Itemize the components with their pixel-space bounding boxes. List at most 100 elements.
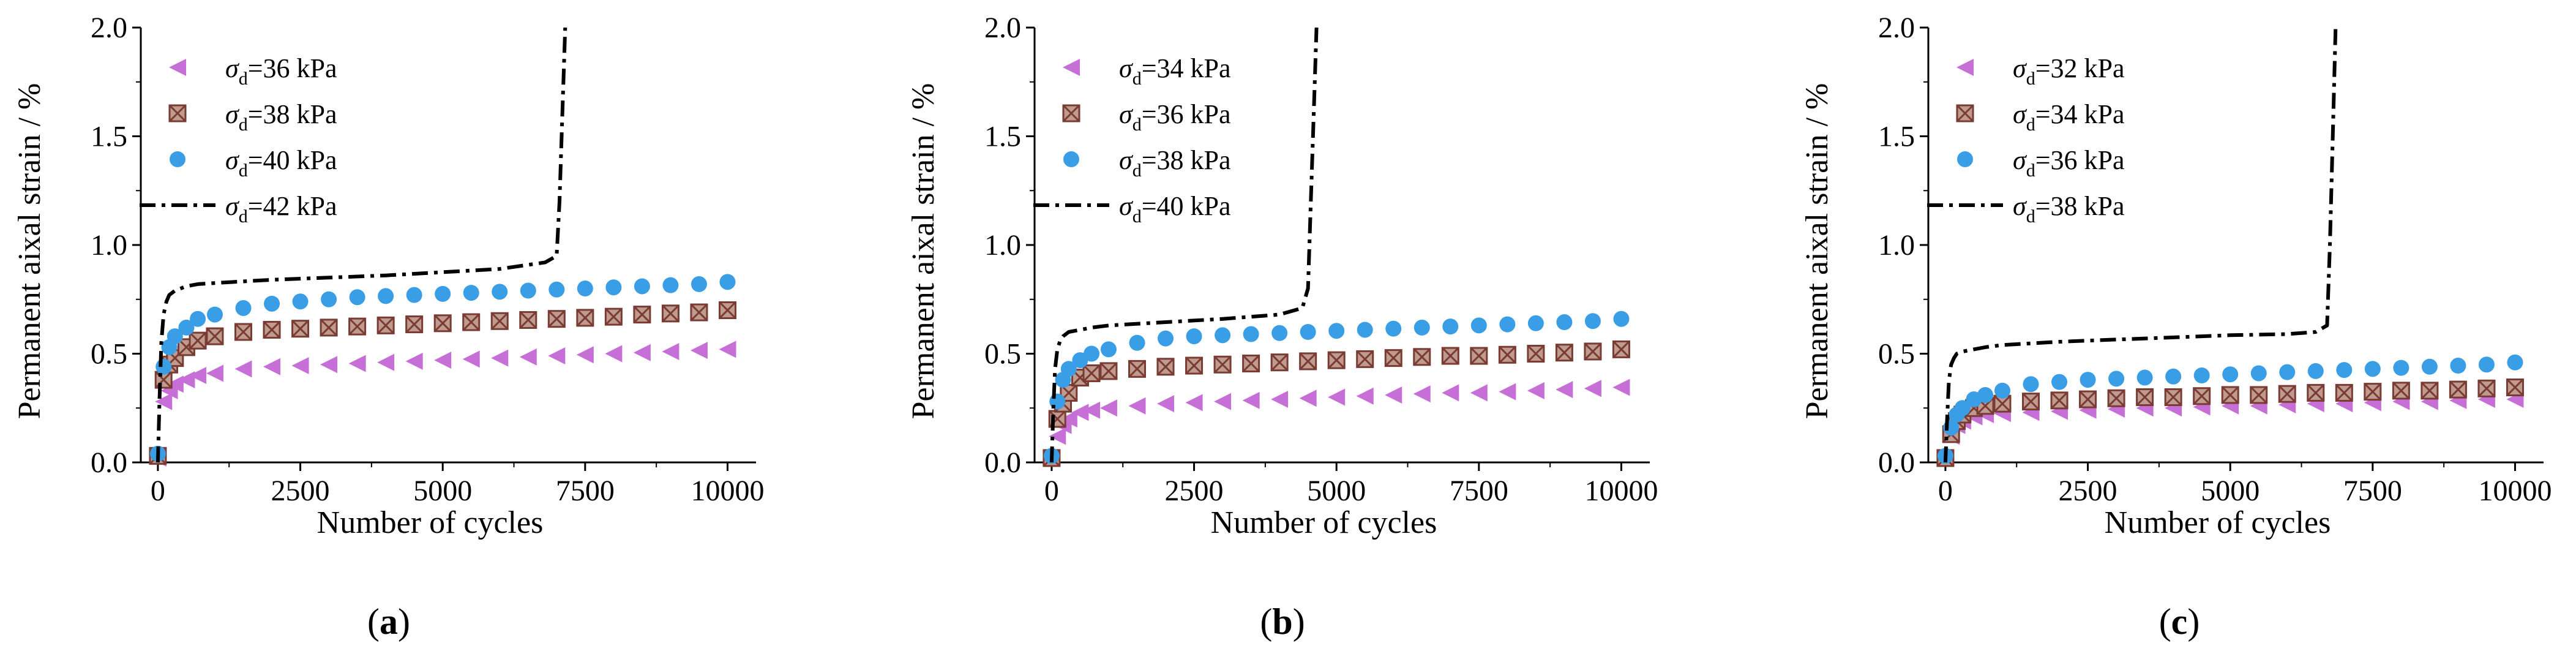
data-point-square: [2506, 378, 2524, 397]
data-point-square: [1185, 356, 1204, 375]
data-point-square: [2221, 386, 2239, 404]
x-tick-label: 5000: [413, 475, 472, 507]
panel-label: (b): [1260, 601, 1305, 642]
y-tick-label: 0.5: [984, 338, 1021, 371]
data-point-circle: [1556, 314, 1573, 331]
legend-swatch-square: [168, 104, 187, 122]
data-point-square: [348, 317, 367, 336]
legend-label: σd=36 kPa: [1119, 99, 1231, 135]
data-point-circle: [1385, 320, 1402, 337]
x-axis-label: Number of cycles: [1211, 505, 1437, 540]
data-point-triangle: [348, 355, 366, 372]
data-point-triangle: [405, 352, 423, 370]
data-point-circle: [1977, 386, 1994, 403]
data-point-square: [2136, 388, 2154, 406]
data-point-circle: [2421, 358, 2438, 375]
data-point-square: [206, 327, 224, 345]
x-tick-label: 10000: [1584, 475, 1658, 507]
x-axis-label: Number of cycles: [317, 505, 544, 540]
data-point-triangle: [1499, 383, 1516, 401]
legend-entry: σd=32 kPa: [1956, 53, 2125, 89]
data-point-circle: [349, 289, 365, 306]
series-line-3: [155, 28, 567, 463]
data-point-triangle: [1128, 397, 1146, 415]
legend-label: σd=42 kPa: [225, 191, 337, 227]
data-point-circle: [549, 281, 565, 298]
data-point-triangle: [1083, 401, 1101, 419]
data-point-circle: [1060, 361, 1077, 377]
data-point-circle: [1613, 311, 1630, 327]
plot-area: [1043, 28, 1630, 467]
data-point-triangle: [1442, 384, 1459, 402]
data-point-square: [189, 331, 207, 350]
y-tick-label: 0.0: [91, 446, 127, 479]
data-point-square: [1099, 362, 1118, 380]
legend-entry: σd=40 kPa: [1033, 191, 1231, 227]
data-point-circle: [1499, 316, 1516, 333]
data-point-square: [1242, 354, 1260, 372]
data-point-square: [1082, 364, 1101, 382]
data-point-square: [2193, 387, 2211, 405]
panel-a: 0.0 0.5 1.0 1.5 2.0 0 2500 5000 7500 10000 Number …: [12, 12, 764, 642]
x-tick-label: 7500: [556, 475, 615, 507]
data-point-circle: [190, 311, 206, 327]
data-point-circle: [2393, 360, 2409, 376]
x-tick-label: 0: [151, 475, 165, 507]
data-point-triangle: [548, 347, 566, 365]
legend-label: σd=36 kPa: [225, 53, 337, 89]
data-point-triangle: [1612, 378, 1630, 396]
legend-swatch-triangle: [169, 59, 186, 76]
data-point-circle: [1584, 313, 1601, 330]
data-point-square: [2307, 383, 2325, 402]
data-point-circle: [1442, 318, 1459, 335]
legend-swatch-circle: [170, 151, 185, 167]
x-tick-label: 7500: [1450, 475, 1508, 507]
data-point-square: [1612, 340, 1630, 358]
data-point-circle: [719, 274, 736, 290]
data-point-square: [1356, 350, 1374, 368]
legend-label: σd=34 kPa: [1119, 53, 1231, 89]
y-tick-label: 1.0: [91, 229, 127, 262]
data-point-circle: [1413, 319, 1430, 336]
data-point-square: [1413, 348, 1431, 366]
data-point-circle: [520, 282, 536, 299]
data-point-square: [1156, 358, 1175, 376]
legend-swatch-triangle: [1063, 59, 1080, 76]
data-point-square: [1470, 347, 1488, 365]
data-point-circle: [155, 358, 172, 375]
data-point-circle: [2193, 367, 2210, 383]
x-tick-label: 0: [1938, 475, 1953, 507]
y-tick-label: 1.5: [1878, 121, 1915, 153]
legend-swatch-square: [1062, 104, 1080, 122]
data-point-triangle: [491, 349, 509, 367]
data-point-square: [2079, 390, 2097, 409]
x-tick-label: 5000: [1307, 475, 1366, 507]
data-point-triangle: [1413, 385, 1431, 403]
data-point-triangle: [1185, 394, 1203, 412]
data-point-square: [1128, 360, 1146, 378]
data-point-circle: [1328, 323, 1345, 339]
y-tick-label: 1.5: [91, 121, 127, 153]
data-point-square: [1299, 352, 1317, 371]
data-point-square: [604, 307, 623, 326]
data-point-triangle: [1099, 399, 1117, 417]
data-point-square: [2477, 379, 2496, 397]
data-point-triangle: [633, 344, 651, 361]
data-point-triangle: [519, 348, 537, 366]
data-point-triangle: [1527, 382, 1544, 399]
y-tick-label: 2.0: [984, 12, 1021, 44]
data-point-square: [2164, 388, 2182, 406]
data-point-square: [462, 313, 481, 331]
data-point-triangle: [189, 367, 207, 384]
data-point-circle: [1100, 341, 1117, 358]
legend-entry: σd=38 kPa: [1063, 145, 1231, 181]
data-point-triangle: [605, 345, 623, 363]
legend-entry: σd=34 kPa: [1956, 99, 2125, 135]
data-point-triangle: [1242, 391, 1260, 409]
data-point-triangle: [1470, 384, 1488, 402]
data-point-square: [718, 301, 736, 319]
legend-label: σd=36 kPa: [2013, 145, 2125, 181]
y-axis-label: Permanent aixal strain / %: [1800, 83, 1835, 420]
panel-label: (c): [2159, 601, 2200, 642]
